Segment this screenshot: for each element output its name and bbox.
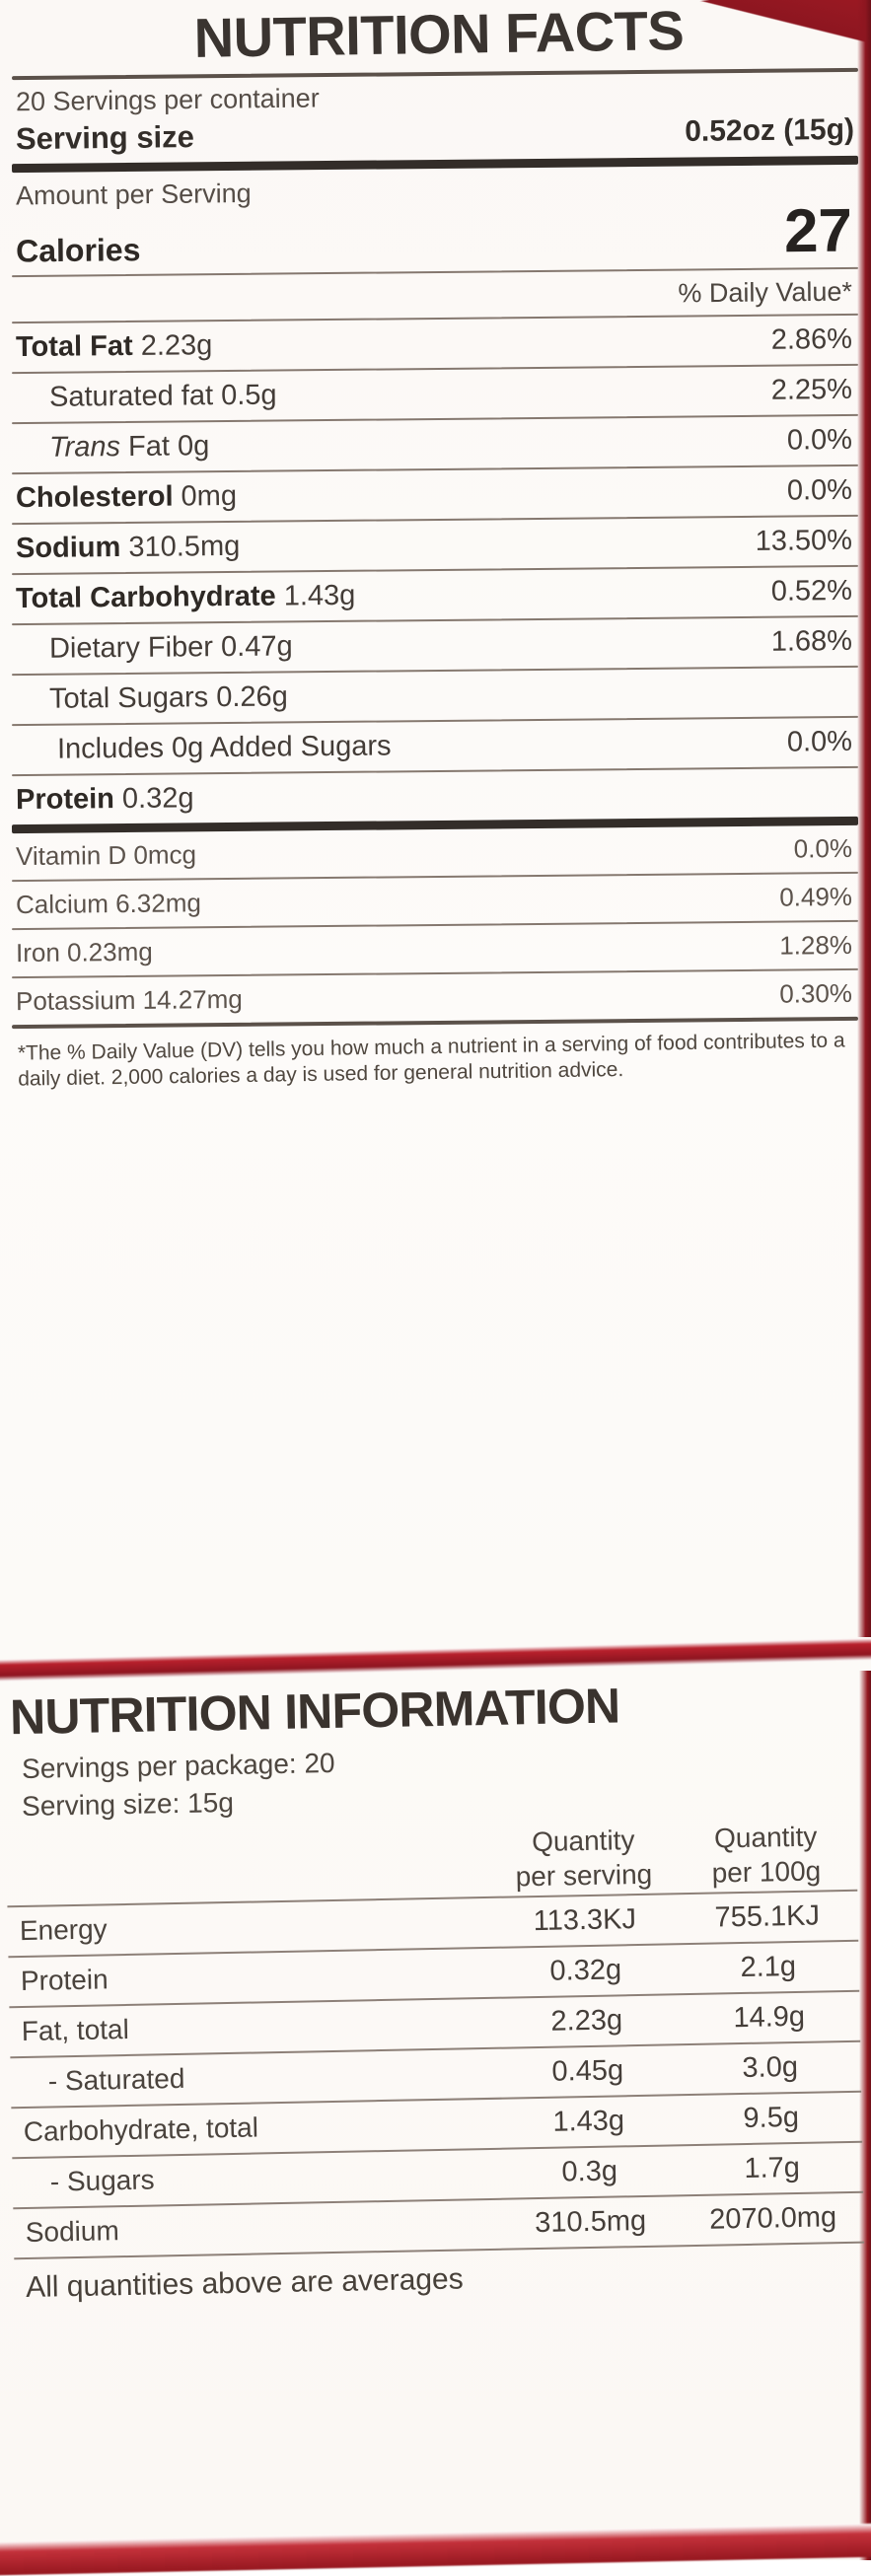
table-row: Trans Fat 0g 0.0% bbox=[12, 418, 858, 470]
nutrient-name: - Sugars bbox=[49, 2164, 155, 2197]
nutrient-daily-value: 0.52% bbox=[770, 574, 853, 608]
daily-value-header: % Daily Value* bbox=[678, 276, 853, 309]
micronutrient-daily-value: 0.30% bbox=[779, 977, 853, 1009]
micronutrient-rows: Vitamin D 0mcg 0.0% Calcium 6.32mg 0.49% Iro… bbox=[12, 831, 858, 1019]
calories-row: Calories 27 bbox=[12, 196, 859, 273]
daily-value-footnote: *The % Daily Value (DV) tells you how mu… bbox=[17, 1029, 845, 1090]
quantity-per-100g: 2.1g bbox=[740, 1950, 797, 1984]
nutrient-name: Sodium bbox=[25, 2215, 119, 2249]
serving-size-value: 0.52oz (15g) bbox=[685, 112, 855, 148]
nutrient-daily-value: 2.86% bbox=[770, 322, 853, 356]
col2-line2: per 100g bbox=[711, 1855, 822, 1889]
quantity-per-serving: 0.3g bbox=[561, 2155, 618, 2188]
quantity-per-100g: 9.5g bbox=[743, 2101, 800, 2135]
nutrient-rows: Total Fat 2.23g 2.86% Saturated fat 0.5g 2.… bbox=[12, 322, 858, 819]
table-row: Iron 0.23mg 1.28% bbox=[12, 924, 858, 974]
nutrient-label: Total Sugars 0.26g bbox=[48, 680, 288, 715]
serving-size-row: Serving size 0.52oz (15g) bbox=[12, 109, 858, 163]
calories-label: Calories bbox=[15, 231, 141, 269]
quantity-per-100g: 3.0g bbox=[742, 2050, 799, 2085]
nutrient-name: Protein bbox=[20, 1964, 109, 1997]
nutrient-name: Carbohydrate, total bbox=[23, 2111, 259, 2148]
table-row: Cholesterol 0mg 0.0% bbox=[12, 468, 858, 521]
nutrient-daily-value: 0.0% bbox=[786, 473, 853, 507]
micronutrient-label: Potassium 14.27mg bbox=[15, 983, 243, 1016]
micronutrient-label: Vitamin D 0mcg bbox=[15, 839, 197, 871]
quantity-per-serving: 310.5mg bbox=[534, 2204, 647, 2240]
table-row: Saturated fat 0.5g 2.25% bbox=[12, 368, 858, 420]
nutrient-label: Trans Fat 0g bbox=[48, 429, 210, 464]
table-row: Total Carbohydrate 1.43g 0.52% bbox=[12, 569, 858, 621]
nutrient-name: Energy bbox=[19, 1913, 108, 1947]
nutrient-label: Dietary Fiber 0.47g bbox=[48, 630, 293, 665]
nutrient-label: Total Fat 2.23g bbox=[15, 328, 213, 363]
quantity-per-serving: 0.32g bbox=[549, 1954, 622, 1987]
nutrient-label: Cholesterol 0mg bbox=[15, 479, 238, 514]
red-edge-right-lower bbox=[859, 1671, 871, 2560]
col1-line2: per serving bbox=[515, 1858, 653, 1893]
nutrition-information-table: Quantity per serving Quantity per 100g E… bbox=[4, 1809, 866, 2260]
col1-line1: Quantity bbox=[531, 1825, 635, 1858]
nutrient-daily-value: 0.0% bbox=[786, 725, 853, 758]
quantity-per-serving: 113.3KJ bbox=[533, 1903, 637, 1938]
nutrient-daily-value: 13.50% bbox=[755, 524, 853, 557]
table-row: Calcium 6.32mg 0.49% bbox=[12, 876, 858, 926]
table-row: Potassium 14.27mg 0.30% bbox=[12, 972, 858, 1023]
serving-size-label: Serving size bbox=[15, 118, 195, 156]
nutrient-daily-value: 0.0% bbox=[786, 423, 853, 457]
quantity-per-serving: 2.23g bbox=[550, 2004, 623, 2038]
nutrient-daily-value: 2.25% bbox=[770, 373, 853, 406]
quantity-per-100g: 1.7g bbox=[744, 2151, 801, 2185]
table-row: Dietary Fiber 0.47g 1.68% bbox=[12, 619, 858, 672]
nutrient-name: Fat, total bbox=[21, 2013, 130, 2047]
table-row: Sodium 310.5mg 13.50% bbox=[12, 519, 858, 571]
table-row: Vitamin D 0mcg 0.0% bbox=[12, 827, 858, 878]
micronutrient-daily-value: 0.0% bbox=[793, 832, 853, 864]
table-row: Total Sugars 0.26g bbox=[12, 670, 858, 722]
quantity-per-100g: 755.1KJ bbox=[714, 1899, 821, 1934]
nutrient-label: Sodium 310.5mg bbox=[15, 530, 241, 564]
red-edge-right bbox=[857, 0, 871, 1637]
table-row: Protein 0.32g bbox=[12, 770, 858, 823]
micronutrient-daily-value: 1.28% bbox=[779, 929, 853, 961]
quantity-per-100g: 14.9g bbox=[733, 2000, 806, 2035]
nutrient-label: Saturated fat 0.5g bbox=[48, 379, 277, 413]
quantity-per-100g: 2070.0mg bbox=[708, 2201, 837, 2236]
nutrient-name: - Saturated bbox=[47, 2062, 185, 2097]
quantity-per-serving: 0.45g bbox=[551, 2054, 624, 2088]
table-row: Total Fat 2.23g 2.86% bbox=[12, 318, 858, 370]
micronutrient-daily-value: 0.49% bbox=[779, 881, 853, 912]
nutrition-information-panel: NUTRITION INFORMATION Servings per packa… bbox=[7, 1677, 865, 2304]
table-body: Energy 113.3KJ 755.1KJ Protein 0.32g 2.1g Fat,… bbox=[5, 1889, 866, 2260]
nutrition-facts-title: NUTRITION FACTS bbox=[193, 0, 685, 69]
table-row: Includes 0g Added Sugars 0.0% bbox=[12, 720, 858, 772]
nutrient-label: Total Carbohydrate 1.43g bbox=[15, 579, 356, 614]
nutrient-label: Protein 0.32g bbox=[15, 782, 194, 816]
nutrient-daily-value: 1.68% bbox=[770, 624, 853, 658]
col2-line1: Quantity bbox=[713, 1821, 818, 1854]
quantity-per-serving: 1.43g bbox=[552, 2105, 625, 2138]
micronutrient-label: Iron 0.23mg bbox=[15, 936, 153, 967]
column-header-per-100g: Quantity per 100g bbox=[677, 1819, 855, 1891]
nutrient-label: Includes 0g Added Sugars bbox=[56, 730, 392, 765]
column-header-per-serving: Quantity per serving bbox=[489, 1822, 678, 1895]
calories-value: 27 bbox=[783, 196, 853, 266]
nutrition-facts-panel: NUTRITION FACTS 20 Servings per containe… bbox=[11, 0, 859, 1091]
micronutrient-label: Calcium 6.32mg bbox=[15, 887, 202, 919]
